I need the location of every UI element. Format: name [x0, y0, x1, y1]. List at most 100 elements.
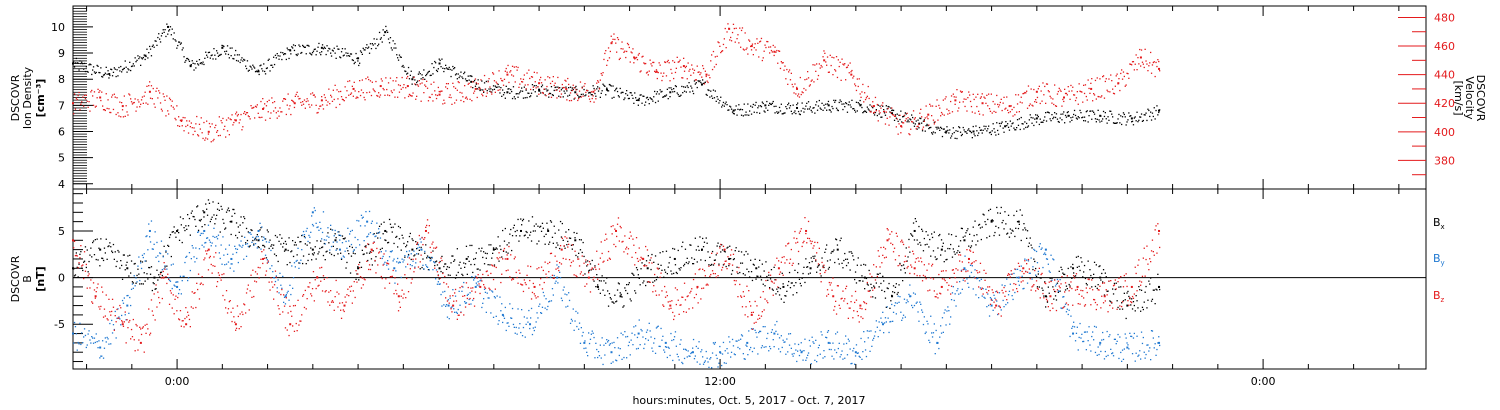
velocity-sample: [1088, 87, 1090, 90]
by-point: [610, 351, 613, 354]
bx-sample: [491, 257, 493, 259]
density-sample: [404, 70, 406, 72]
by-sample: [1007, 302, 1009, 304]
velocity-sample: [284, 98, 287, 100]
bx-point: [1017, 220, 1020, 223]
velocity-sample: [356, 96, 358, 98]
density-sample: [885, 105, 887, 107]
by-sample: [252, 236, 254, 238]
density-sample: [292, 44, 295, 46]
density-sample: [1058, 121, 1060, 123]
by-sample: [350, 243, 353, 246]
bx-sample: [557, 244, 559, 246]
by-sample: [788, 344, 791, 346]
bx-sample: [549, 241, 551, 243]
velocity-sample: [728, 27, 730, 30]
velocity-sample: [504, 70, 506, 72]
bx-sample: [672, 247, 674, 250]
velocity-sample: [950, 95, 953, 97]
bx-sample: [811, 260, 813, 263]
velocity-sample: [801, 91, 803, 93]
velocity-sample: [755, 49, 757, 51]
density-sample: [950, 135, 953, 137]
by-sample: [780, 335, 782, 337]
by-sample: [749, 349, 751, 351]
velocity-sample: [114, 96, 116, 98]
by-sample: [627, 344, 630, 347]
density-sample: [251, 68, 253, 70]
velocity-sample: [685, 65, 687, 67]
density-sample: [445, 67, 448, 69]
by-sample: [96, 341, 98, 343]
density-sample: [83, 62, 86, 65]
by-sample: [139, 279, 141, 282]
bx-sample: [1011, 229, 1013, 231]
density-sample: [1139, 116, 1141, 118]
velocity-sample: [772, 44, 774, 47]
by-sample: [501, 303, 503, 305]
by-sample: [114, 310, 116, 313]
density-sample: [615, 88, 617, 90]
velocity-sample: [795, 93, 797, 95]
by-sample: [730, 356, 732, 358]
bx-sample: [1049, 277, 1051, 279]
bx-sample: [912, 235, 914, 237]
density-sample: [1100, 115, 1102, 117]
density-sample: [475, 83, 477, 85]
density-sample: [988, 132, 991, 134]
velocity-sample: [1062, 98, 1064, 101]
velocity-sample: [244, 111, 246, 113]
velocity-sample: [233, 121, 235, 124]
bx-sample: [1030, 244, 1032, 246]
bx-sample: [1046, 301, 1049, 303]
density-sample: [468, 79, 470, 81]
velocity-sample: [384, 94, 386, 96]
velocity-sample: [1156, 65, 1158, 68]
velocity-sample: [702, 65, 704, 67]
bx-sample: [163, 245, 165, 247]
by-sample: [1052, 258, 1054, 260]
by-sample: [413, 250, 415, 252]
bx-sample: [877, 273, 879, 275]
bx-sample: [1042, 289, 1044, 291]
velocity-sample: [692, 72, 695, 74]
velocity-sample: [516, 69, 518, 71]
by-sample: [488, 297, 490, 299]
density-sample: [374, 43, 376, 45]
bx-sample: [90, 247, 92, 249]
by-sample: [916, 301, 918, 303]
density-sample: [1135, 120, 1137, 122]
density-sample: [764, 111, 766, 113]
velocity-sample: [814, 64, 816, 66]
density-sample: [629, 92, 631, 94]
velocity-sample: [93, 91, 96, 93]
velocity-sample: [1068, 90, 1070, 92]
velocity-sample: [776, 49, 778, 52]
density-sample: [879, 105, 881, 107]
by-sample: [949, 323, 951, 325]
bx-sample: [354, 253, 356, 255]
bx-point: [913, 229, 916, 232]
by-sample: [149, 236, 151, 238]
density-sample: [527, 92, 529, 94]
density-sample: [916, 128, 918, 130]
by-sample: [706, 357, 708, 359]
velocity-sample: [993, 110, 995, 113]
by-sample: [428, 269, 430, 271]
by-sample: [260, 248, 262, 250]
by-sample: [993, 294, 995, 296]
bx-sample: [235, 222, 238, 224]
bx-sample: [202, 210, 204, 212]
velocity-sample: [216, 131, 218, 133]
velocity-sample: [1095, 98, 1097, 100]
bx-sample: [175, 236, 177, 238]
velocity-sample: [523, 74, 525, 76]
density-sample: [612, 85, 614, 87]
velocity-sample: [1157, 59, 1159, 61]
density-sample: [1070, 117, 1072, 119]
by-sample: [974, 269, 976, 271]
bx-sample: [195, 225, 197, 227]
velocity-sample: [90, 91, 92, 93]
velocity-sample: [684, 66, 687, 69]
velocity-sample: [906, 112, 908, 114]
